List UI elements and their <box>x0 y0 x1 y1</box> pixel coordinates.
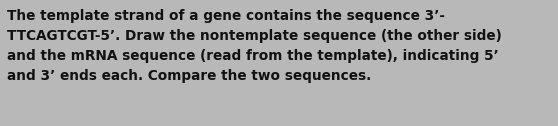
Text: The template strand of a gene contains the sequence 3’-
TTCAGTCGT-5’. Draw the n: The template strand of a gene contains t… <box>7 9 502 83</box>
